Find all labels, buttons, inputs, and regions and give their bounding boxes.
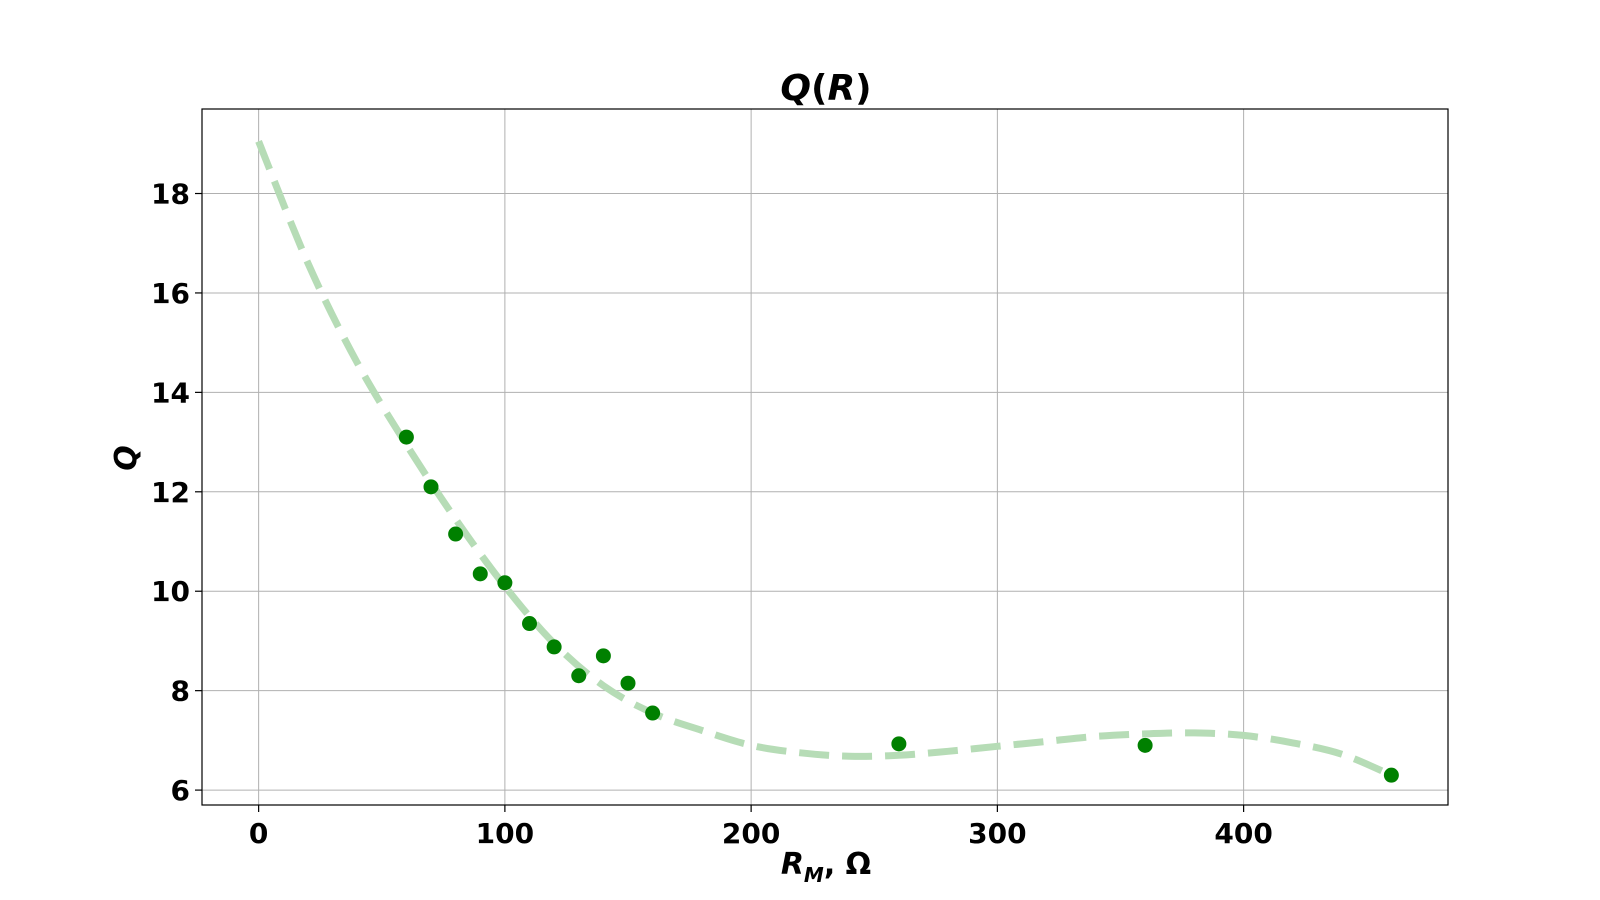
x-tick-label: 0: [249, 817, 268, 850]
fit-curve-layer: [255, 139, 1393, 779]
y-tick-label: 12: [151, 476, 190, 509]
data-point: [891, 736, 907, 752]
x-axis-label-unit: , Ω: [824, 847, 871, 882]
chart-title: Q(R): [780, 68, 871, 109]
y-axis-ticks: 6 8 10 12 14 16 18: [151, 178, 202, 807]
fit-curve: [255, 139, 1393, 779]
chart-title-main: Q: [780, 68, 811, 109]
data-point: [571, 668, 587, 684]
x-axis-label: RM, Ω: [781, 847, 871, 887]
data-point: [1137, 737, 1153, 753]
y-axis-label: Q: [109, 445, 144, 471]
x-tick-label: 100: [476, 817, 534, 850]
y-tick-label: 16: [151, 277, 190, 310]
data-point: [472, 566, 488, 582]
chart-title-var: R: [827, 68, 855, 109]
data-point: [620, 675, 636, 691]
data-point: [448, 526, 464, 542]
x-tick-label: 200: [722, 817, 780, 850]
data-point: [423, 479, 439, 495]
y-tick-label: 18: [151, 178, 190, 211]
y-tick-label: 8: [171, 675, 190, 708]
x-axis-label-sub: M: [804, 863, 824, 887]
y-tick-label: 10: [151, 575, 190, 608]
x-axis-ticks: 0 100 200 300 400: [249, 805, 1273, 850]
data-points-layer: [398, 429, 1399, 783]
grid: [202, 109, 1448, 805]
data-point: [497, 575, 513, 591]
chart-title-paren-open: (: [811, 68, 827, 109]
data-point: [398, 429, 414, 445]
plot-frame: [201, 108, 1449, 806]
data-point: [546, 639, 562, 655]
data-point: [1383, 767, 1399, 783]
chart-title-paren-close: ): [855, 68, 871, 109]
y-tick-label: 14: [151, 376, 190, 409]
x-tick-label: 400: [1214, 817, 1272, 850]
y-tick-label: 6: [171, 774, 190, 807]
data-point: [522, 616, 538, 632]
data-point: [645, 705, 661, 721]
x-axis-label-main: R: [781, 847, 804, 882]
x-tick-label: 300: [968, 817, 1026, 850]
data-point: [595, 648, 611, 664]
